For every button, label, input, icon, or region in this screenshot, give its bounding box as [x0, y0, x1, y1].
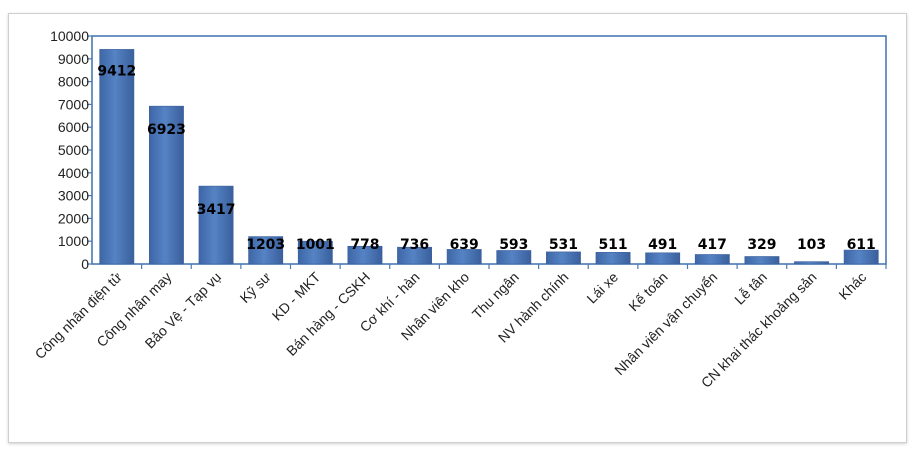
bar [546, 251, 581, 265]
data-label: 103 [797, 237, 826, 253]
x-tick-label: Lễ tân [731, 269, 770, 308]
y-axis: 0 1000 2000 3000 4000 5000 6000 7000 8000 9000 100… [50, 28, 92, 272]
y-tick-label: 2000 [58, 210, 89, 226]
data-label: 417 [698, 237, 727, 253]
bar [595, 252, 631, 265]
data-label: 639 [450, 237, 479, 253]
x-tick-label: Bán hàng - CSKH [283, 269, 373, 359]
y-tick-label: 6000 [58, 119, 89, 135]
x-tick-label: Lái xe [583, 269, 621, 307]
bar [694, 254, 730, 265]
bar [794, 261, 829, 265]
bar [744, 256, 780, 265]
y-tick-label: 10000 [50, 28, 89, 44]
data-label: 1203 [246, 237, 285, 253]
bar [297, 240, 333, 265]
data-label: 1001 [296, 237, 335, 253]
data-label: 491 [648, 237, 677, 253]
y-tick-label: 1000 [58, 233, 89, 249]
data-labels: 9412 6923 3417 1203 1001 778 736 639 593 531 511 49… [97, 63, 875, 253]
data-label: 329 [747, 237, 776, 253]
data-label: 3417 [197, 202, 236, 218]
y-tick-label: 5000 [58, 142, 89, 158]
data-label: 531 [549, 237, 578, 253]
y-tick-label: 3000 [58, 188, 89, 204]
data-label: 611 [847, 237, 876, 253]
bar [99, 49, 135, 265]
data-label: 593 [499, 237, 528, 253]
bar [248, 236, 284, 265]
bar [198, 185, 234, 265]
bar [397, 246, 432, 265]
bar [149, 105, 184, 265]
x-tick-label: Kỹ sư [237, 269, 274, 306]
x-tick-label: Công nhân điện tử [32, 269, 125, 362]
x-tick-label: Nhân viên vận chuyển [611, 269, 720, 378]
bars [99, 49, 879, 265]
y-tick-label: 4000 [58, 165, 89, 181]
data-label: 736 [400, 237, 429, 253]
data-label: 6923 [147, 122, 186, 138]
bar [645, 252, 681, 265]
y-tick-label: 9000 [58, 51, 89, 67]
data-label: 9412 [97, 63, 136, 79]
x-tick-label: Khác [835, 269, 869, 303]
y-tick-label: 8000 [58, 74, 89, 90]
bar [347, 245, 383, 265]
y-tick-label: 0 [81, 256, 89, 272]
data-label: 511 [598, 237, 627, 253]
x-tick-label: Kế toán [625, 269, 670, 314]
bar [446, 249, 482, 265]
bar [496, 250, 532, 265]
bar [843, 249, 879, 265]
data-label: 778 [350, 237, 379, 253]
y-tick-label: 7000 [58, 96, 89, 112]
